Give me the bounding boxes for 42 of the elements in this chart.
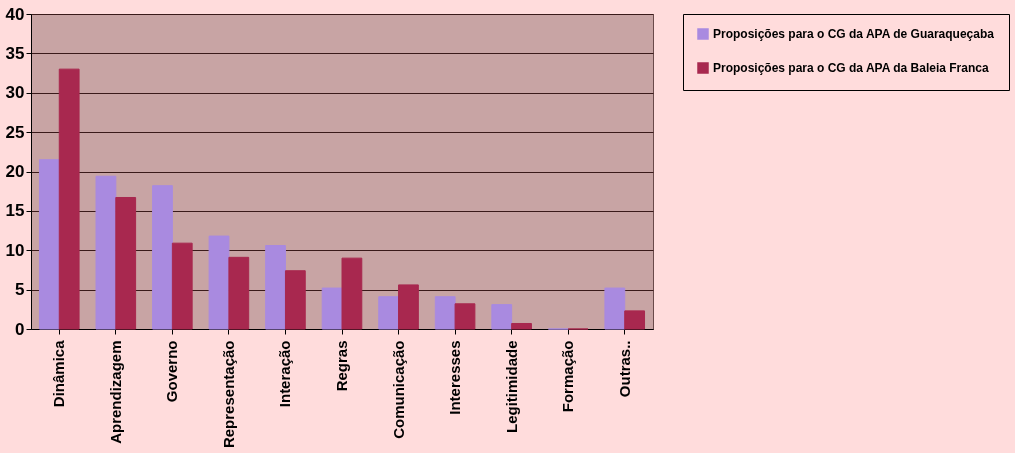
x-tick-label: Governo [163,340,181,403]
bar [378,296,400,330]
bar [398,284,419,330]
bar [434,296,456,330]
legend-label: Proposições para o CG da APA da Baleia Franca [713,61,989,75]
y-tick-label: 15 [5,201,25,221]
bar [171,242,193,330]
y-tick-label: 0 [15,319,25,339]
bar [341,257,363,330]
bar [321,287,343,330]
x-tick-label: Dinâmica [50,339,68,408]
bar [604,287,626,330]
x-tick-label: Legitimidade [502,340,520,434]
legend-label: Proposições para o CG da APA de Guaraqueçaba [713,27,995,41]
x-tick-label: Outras.. [615,340,633,398]
y-tick-label: 5 [15,280,25,300]
bar [228,256,250,330]
bar [624,310,646,330]
bar [511,322,532,330]
bar [115,196,137,330]
y-tick-label: 40 [5,4,25,24]
bar [58,68,80,330]
x-tick-label: Aprendizagem [106,340,124,444]
x-tick-label: Interação [276,340,294,408]
bar [265,245,286,330]
y-tick-label: 20 [5,162,25,181]
x-tick-label: Formação [559,340,577,413]
x-tick-label: Interesses [446,340,464,415]
bar [284,270,306,330]
bar [454,303,476,330]
y-tick-label: 10 [5,240,25,260]
bar [152,185,173,330]
x-tick-label: Representação [219,340,237,449]
bar [95,175,117,330]
x-tick-label: Comunicação [389,340,407,439]
bar [491,304,513,330]
bar [38,159,60,330]
y-tick-label: 25 [5,122,25,142]
y-tick-label: 35 [5,43,25,63]
y-tick-label: 30 [5,83,25,103]
bar [208,235,230,330]
x-tick-label: Regras [333,340,350,392]
